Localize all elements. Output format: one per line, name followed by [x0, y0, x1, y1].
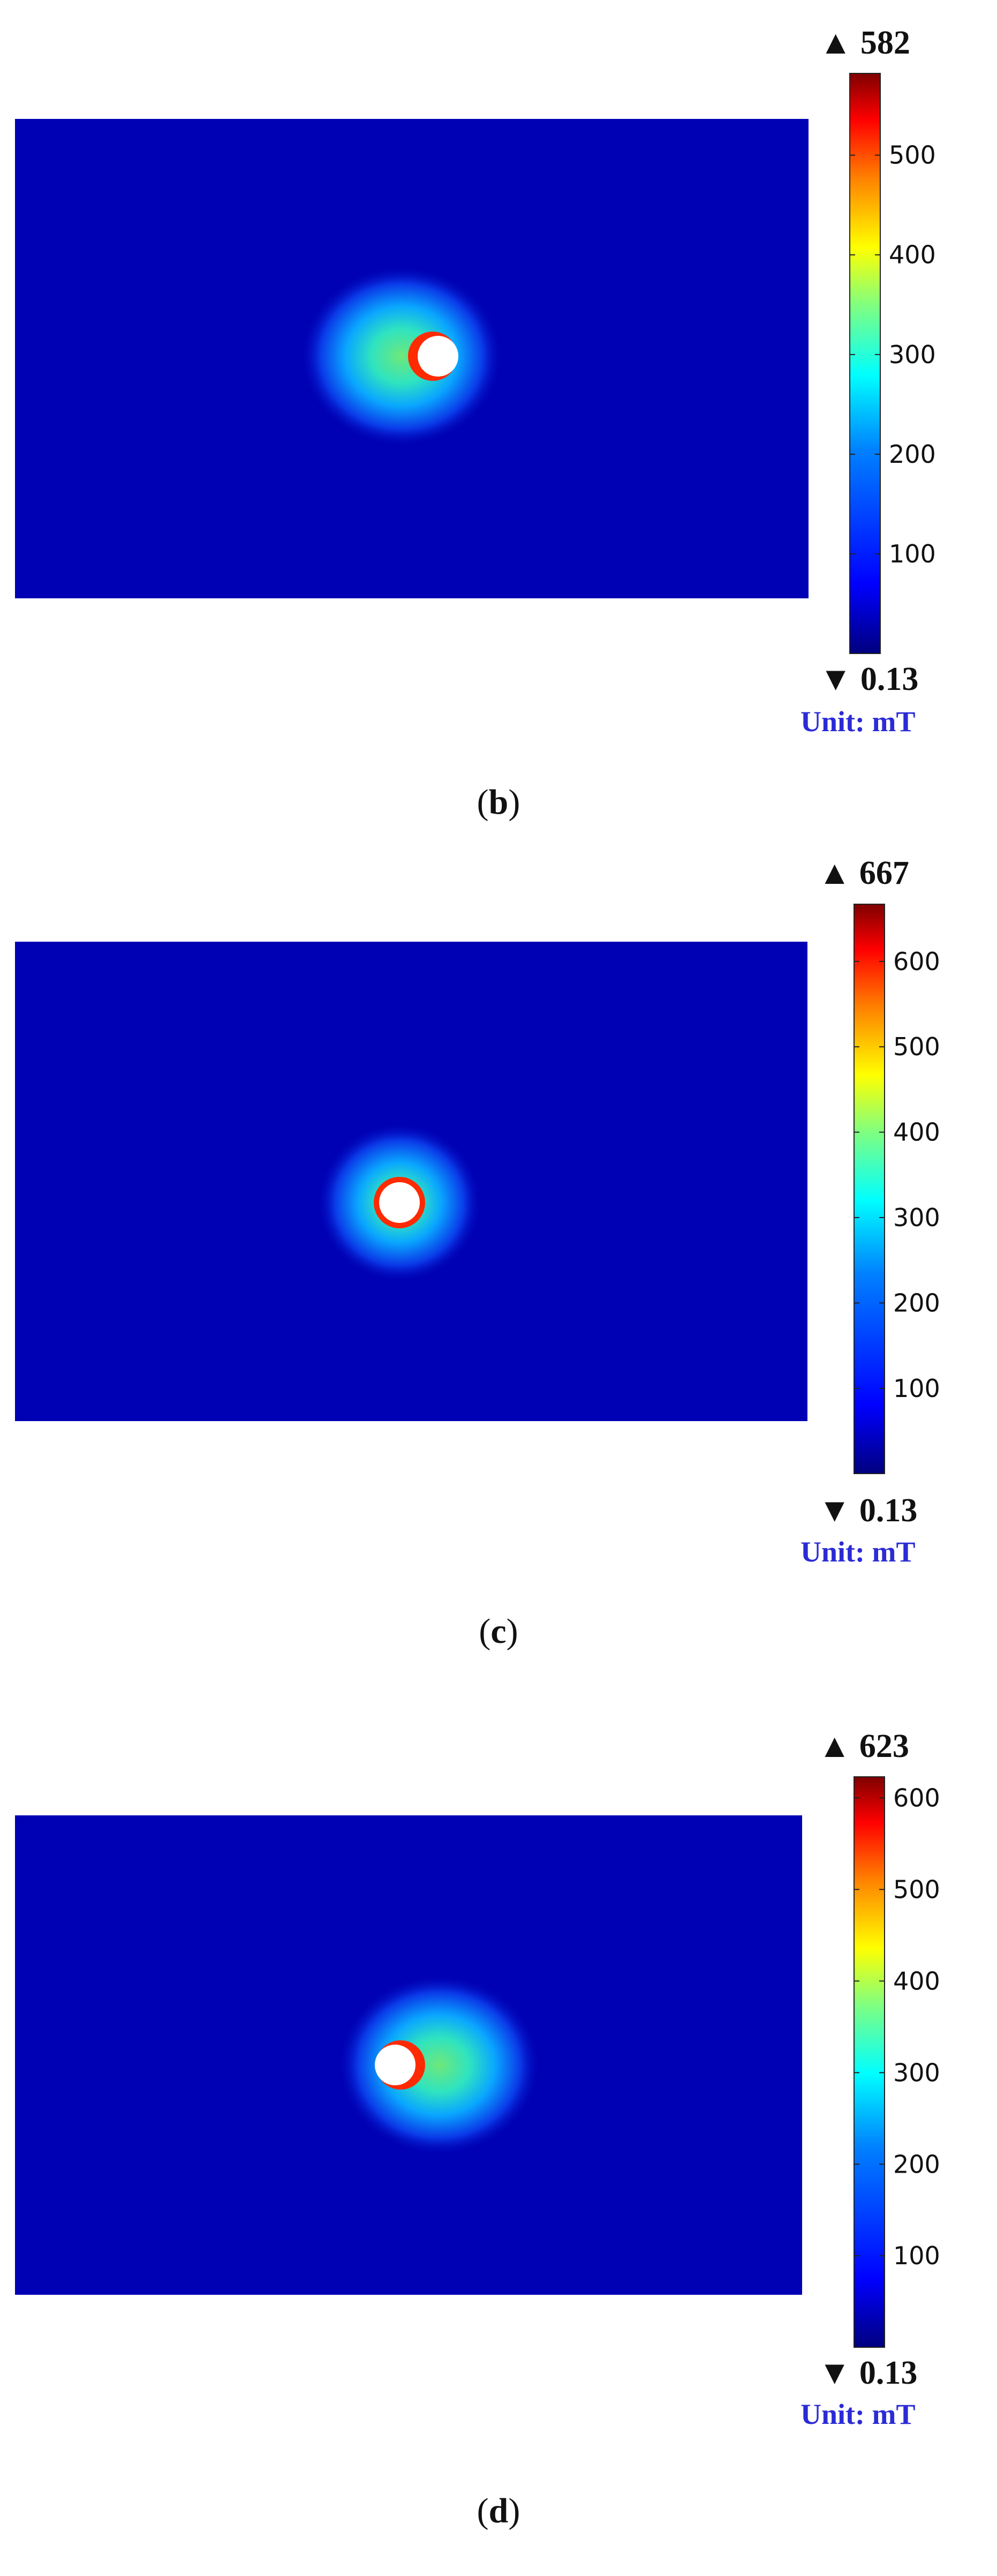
colorbar-tick-label-b-0: 100: [889, 539, 936, 568]
colorbar-b: [849, 73, 881, 654]
field-core-c: [379, 1182, 420, 1223]
colorbar-ticks-c: 100 200 300 400 500 600: [854, 947, 940, 1403]
panel-c: 100 200 300 400 500 600 ▲ 667 ▼ 0.13 Unit: mT…: [0, 857, 997, 1714]
colorbar-tick-label-b-1: 200: [889, 440, 936, 469]
colorbar-tick-label-c-2: 300: [893, 1203, 940, 1232]
colorbar-tick-label-d-5: 600: [893, 1783, 940, 1812]
colorbar-max-label-d: ▲ 623: [818, 1728, 909, 1764]
field-core-d: [375, 2045, 416, 2085]
colorbar-min-label-b: ▼ 0.13: [819, 661, 918, 697]
heatmap-chart-c: 100 200 300 400 500 600 ▲ 667 ▼ 0.13 Unit: mT: [15, 857, 940, 1568]
colorbar-max-label-c: ▲ 667: [818, 857, 909, 891]
colorbar-tick-label-b-2: 300: [889, 340, 936, 369]
colorbar-tick-label-c-1: 200: [893, 1288, 940, 1317]
colorbar-min-label-d: ▼ 0.13: [818, 2355, 917, 2391]
panel-caption-b: (b): [477, 783, 520, 822]
colorbar-c: [854, 904, 885, 1474]
unit-label-b: Unit: mT: [800, 705, 916, 738]
colorbar-tick-label-d-0: 100: [893, 2241, 940, 2270]
heatmap-chart-d: 100 200 300 400 500 600 ▲ 623 ▼ 0.13 Unit: mT: [15, 1728, 940, 2430]
colorbar-min-label-c: ▼ 0.13: [818, 1492, 917, 1529]
panel-d: 100 200 300 400 500 600 ▲ 623 ▼ 0.13 Unit: mT…: [0, 1714, 997, 2571]
panel-b: 100 200 300 400 500 ▲ 582 ▼ 0.13 Unit: mT (b…: [0, 0, 997, 857]
colorbar-tick-label-c-0: 100: [893, 1374, 940, 1403]
field-core-b: [418, 336, 458, 377]
unit-label-c: Unit: mT: [800, 1536, 916, 1568]
colorbar-tick-label-d-2: 300: [893, 2058, 940, 2087]
panel-caption-d: (d): [477, 2491, 520, 2530]
colorbar-tick-label-b-4: 500: [889, 141, 936, 170]
panel-caption-letter-d: d: [488, 2491, 509, 2530]
heatmap-chart-b: 100 200 300 400 500 ▲ 582 ▼ 0.13 Unit: mT: [15, 25, 936, 738]
field-halo-b: [300, 265, 503, 447]
colorbar-tick-label-c-5: 600: [893, 947, 940, 976]
colorbar-tick-label-b-3: 400: [889, 241, 936, 269]
colorbar-tick-label-d-4: 500: [893, 1875, 940, 1904]
colorbar-tick-label-d-1: 200: [893, 2150, 940, 2179]
field-halo-d: [337, 1974, 541, 2156]
colorbar-tick-label-c-3: 400: [893, 1118, 940, 1147]
colorbar-tick-label-d-3: 400: [893, 1966, 940, 1995]
panel-caption-letter-b: b: [488, 783, 509, 822]
panel-caption-c: (c): [479, 1612, 518, 1651]
colorbar-ticks-d: 100 200 300 400 500 600: [854, 1783, 940, 2270]
panel-caption-letter-c: c: [490, 1612, 507, 1651]
unit-label-d: Unit: mT: [800, 2398, 916, 2430]
colorbar-tick-label-c-4: 500: [893, 1032, 940, 1061]
colorbar-max-label-b: ▲ 582: [819, 25, 910, 61]
colorbar-ticks-b: 100 200 300 400 500: [850, 141, 936, 568]
colorbar-d: [854, 1776, 885, 2348]
